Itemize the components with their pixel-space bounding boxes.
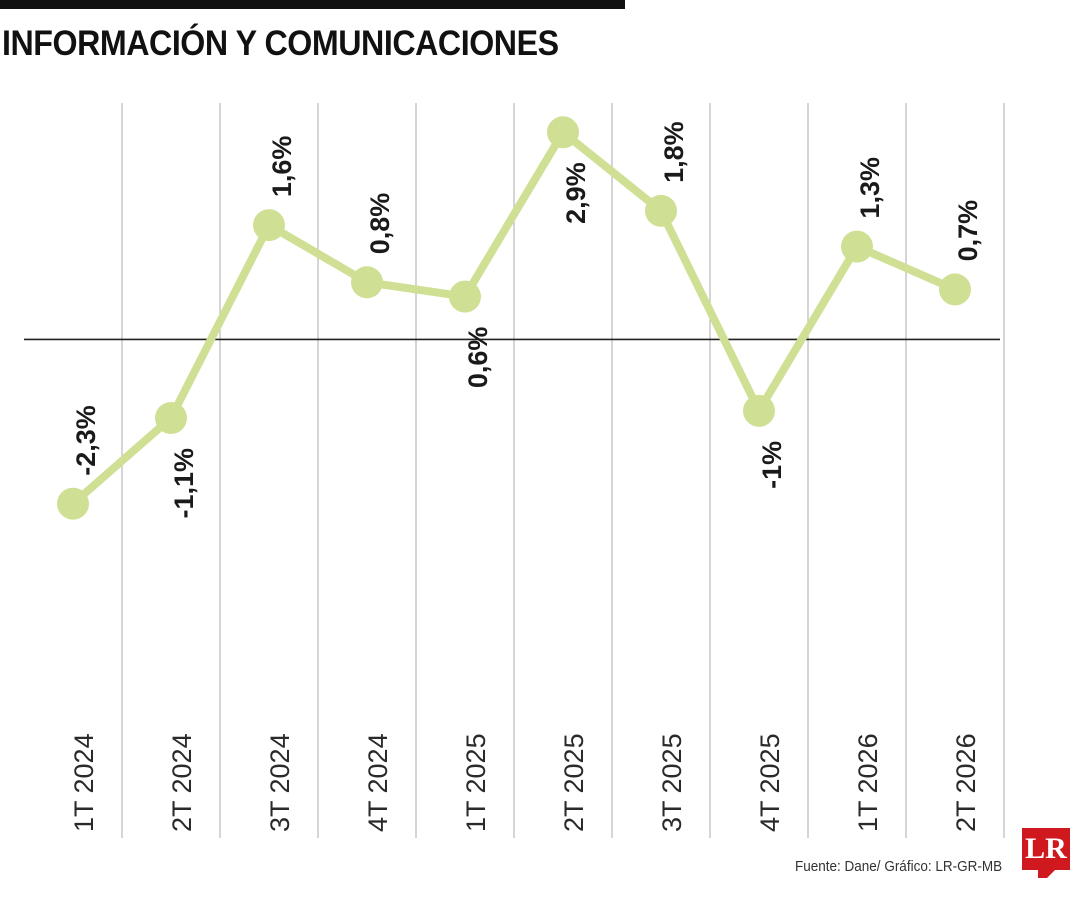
data-point xyxy=(351,266,383,299)
data-label: -1,1% xyxy=(169,448,199,519)
category-label: 3T 2024 xyxy=(265,733,295,832)
data-label: 0,8% xyxy=(365,193,395,255)
category-label: 2T 2025 xyxy=(559,733,589,832)
data-point xyxy=(743,394,775,427)
data-label: 1,3% xyxy=(855,157,885,219)
data-point xyxy=(57,487,89,520)
data-label: -2,3% xyxy=(71,405,101,476)
data-point xyxy=(155,402,187,434)
category-label: 3T 2025 xyxy=(657,733,687,832)
data-point xyxy=(547,116,579,149)
category-label: 1T 2025 xyxy=(461,733,491,832)
data-label: 0,6% xyxy=(463,327,493,389)
category-label: 2T 2024 xyxy=(167,733,197,832)
series-line xyxy=(69,128,959,508)
data-label: 2,9% xyxy=(561,162,591,224)
lr-logo: LR xyxy=(1022,828,1072,878)
category-label: 4T 2024 xyxy=(363,733,393,832)
category-label: 1T 2024 xyxy=(69,733,99,832)
data-point xyxy=(645,194,677,227)
chart-title: INFORMACIÓN Y COMUNICACIONES xyxy=(2,24,559,63)
data-point xyxy=(449,280,481,313)
category-label: 4T 2025 xyxy=(755,733,785,832)
data-label: 1,6% xyxy=(267,136,297,198)
top-rule xyxy=(0,0,625,9)
data-label: 1,8% xyxy=(659,121,689,183)
category-label: 2T 2026 xyxy=(951,733,981,832)
data-label: -1% xyxy=(757,441,787,489)
data-point xyxy=(253,209,285,242)
logo-text: LR xyxy=(1025,832,1067,865)
source-note: Fuente: Dane/ Gráfico: LR-GR-MB xyxy=(794,858,1002,875)
data-point xyxy=(939,273,971,306)
category-label: 1T 2026 xyxy=(853,733,883,832)
data-point xyxy=(841,230,873,263)
data-label: 0,7% xyxy=(953,200,983,262)
